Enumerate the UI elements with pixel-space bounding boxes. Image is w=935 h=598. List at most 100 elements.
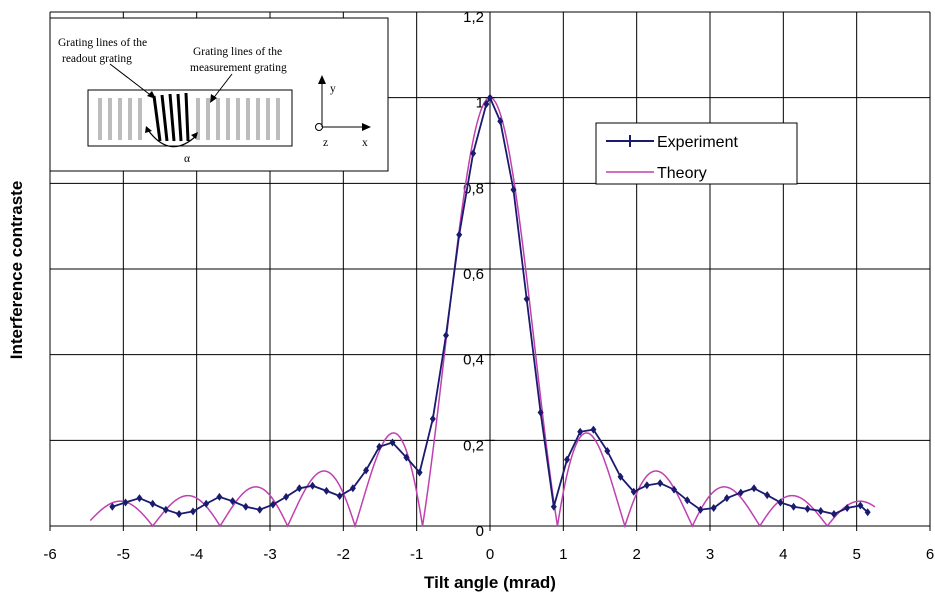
angle-arc: [147, 129, 197, 148]
experiment-point: [817, 507, 824, 516]
x-axis-arrowhead: [362, 123, 371, 131]
measurement-grating-bar: [256, 98, 260, 140]
x-tick-label: -2: [337, 546, 350, 563]
x-tick-label: 2: [632, 546, 640, 563]
experiment-point: [136, 494, 143, 503]
experiment-point: [323, 486, 330, 495]
inset-schematic: Grating lines of the readout grating Gra…: [49, 17, 389, 172]
experiment-point: [122, 498, 129, 507]
experiment-point: [497, 117, 504, 126]
y-tick-label: 0: [476, 523, 484, 540]
measurement-grating-bar: [236, 98, 240, 140]
experiment-point: [256, 505, 263, 514]
experiment-point: [643, 481, 650, 490]
angle-symbol: α: [184, 153, 190, 165]
experiment-point: [777, 498, 784, 507]
experiment-point: [470, 149, 477, 158]
theory-line: [89, 96, 876, 529]
experiment-point: [403, 453, 410, 462]
measurement-grating-bar: [98, 98, 102, 140]
experiment-point: [564, 455, 570, 464]
experiment-point: [617, 472, 624, 481]
experiment-point: [537, 408, 544, 417]
x-tick-label: 5: [852, 546, 860, 563]
experiment-point: [309, 481, 316, 490]
experiment-point: [590, 425, 597, 434]
readout-grating-lines: [152, 92, 190, 142]
inset-measurement-label-2: measurement grating: [190, 62, 287, 74]
y-tick-label: 0,2: [463, 437, 484, 454]
experiment-point: [723, 494, 730, 503]
measurement-grating-bar: [276, 98, 280, 140]
experiment-point: [483, 100, 490, 109]
tick-labels: -6 -5 -4 -3 -2 -1 0 1 2 3 4 5 600,20,40,60,811,2: [43, 9, 934, 563]
measurement-grating-bar: [246, 98, 250, 140]
experiment-point: [336, 492, 343, 501]
experiment-point: [487, 93, 493, 102]
measurement-grating-bar: [206, 98, 210, 140]
inset-readout-label-1: Grating lines of the: [58, 37, 147, 49]
experiment-point: [269, 500, 276, 509]
y-tick-label: 0,4: [463, 352, 484, 369]
experiment-point: [864, 508, 871, 517]
experiment-point: [510, 185, 517, 194]
x-tick-label: 4: [779, 546, 787, 563]
experiment-point: [203, 499, 210, 508]
y-tick-label: 0,6: [463, 266, 484, 283]
legend-experiment-label: Experiment: [657, 134, 738, 151]
experiment-point: [577, 427, 584, 436]
experiment-point: [283, 492, 290, 501]
experiment-point: [790, 502, 797, 511]
experiment-point: [857, 501, 864, 510]
experiment-point: [349, 484, 356, 493]
experiment-point: [443, 331, 449, 340]
measurement-grating-bar: [226, 98, 230, 140]
experiment-point: [216, 492, 223, 501]
experiment-point: [751, 484, 757, 493]
x-tick-label: -3: [263, 546, 276, 563]
experiment-point: [190, 507, 196, 516]
y-tick-label: 1: [476, 95, 484, 112]
experiment-point: [363, 466, 370, 475]
experiment-point: [671, 485, 678, 494]
y-tick-label: 1,2: [463, 9, 484, 26]
experiment-series: [109, 93, 871, 519]
legend-theory-label: Theory: [657, 165, 707, 182]
readout-arrowhead: [147, 91, 156, 99]
experiment-point: [176, 510, 183, 519]
x-tick-label: 1: [559, 546, 567, 563]
experiment-point: [376, 442, 383, 451]
experiment-point: [229, 497, 236, 506]
experiment-point: [149, 499, 156, 508]
x-tick-label: -5: [117, 546, 130, 563]
x-tick-label: 6: [926, 546, 934, 563]
axis-y-label: y: [330, 83, 336, 95]
angle-arc-arrow-left: [145, 126, 152, 133]
experiment-point: [684, 496, 691, 505]
x-tick-label: -1: [410, 546, 423, 563]
experiment-point: [550, 502, 557, 511]
experiment-point: [710, 504, 717, 513]
theory-series: [89, 96, 876, 529]
measurement-arrow: [211, 73, 233, 101]
x-tick-label: 0: [486, 546, 494, 563]
legend-box: [595, 122, 798, 185]
measurement-grating-bar: [196, 98, 200, 140]
experiment-point: [830, 510, 837, 519]
experiment-point: [162, 505, 169, 514]
measurement-grating-bar: [128, 98, 132, 140]
axis-z-label: z: [323, 137, 328, 149]
experiment-point: [604, 447, 611, 456]
measurement-grating-bar: [108, 98, 112, 140]
experiment-point: [697, 505, 704, 514]
y-axis-title: Interference contraste: [7, 181, 26, 360]
experiment-point: [737, 488, 744, 497]
measurement-arrowhead: [210, 94, 217, 103]
experiment-point: [844, 504, 851, 513]
x-axis-title: Tilt angle (mrad): [424, 573, 556, 592]
axis-x-label: x: [362, 137, 368, 149]
experiment-point: [296, 484, 303, 493]
experiment-point: [804, 504, 811, 513]
x-tick-label: -4: [190, 546, 203, 563]
